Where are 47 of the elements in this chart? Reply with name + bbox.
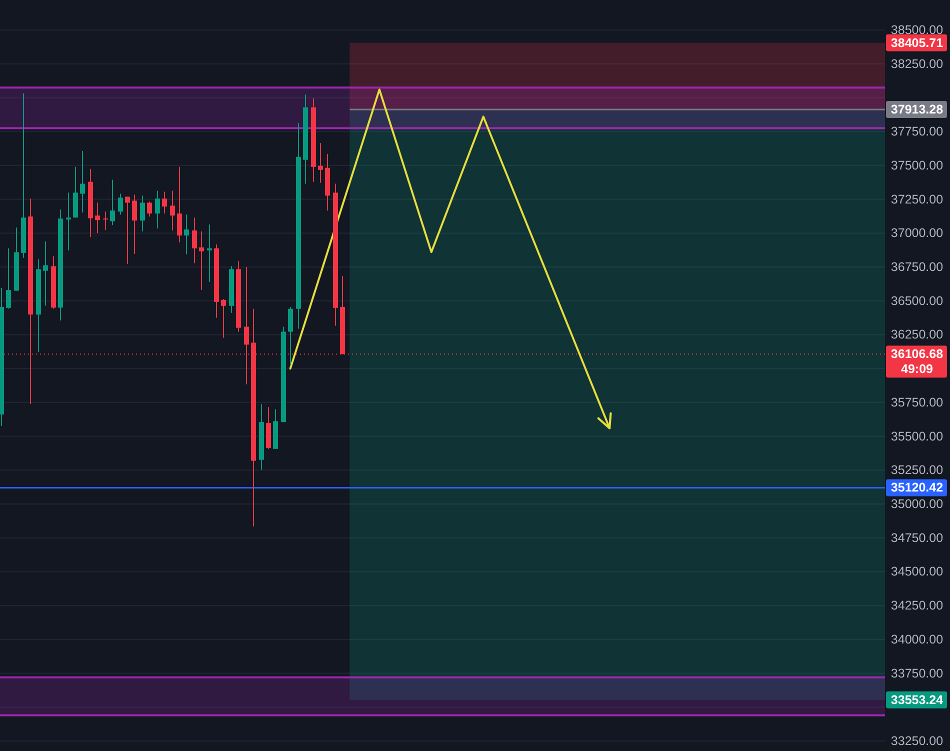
y-tick-label: 34000.00 [890,632,944,646]
candlestick [154,190,160,229]
y-tick-label: 36500.00 [890,294,944,308]
y-tick-label: 38250.00 [890,56,944,71]
y-tick-label: 35250.00 [890,463,944,478]
y-tick-label: 38500.00 [890,23,944,37]
candlestick [66,192,72,251]
candlestick [80,150,86,214]
y-tick-label: 36250.00 [890,328,944,342]
y-tick-label: 37500.00 [890,158,944,172]
candlestick [162,191,168,214]
candlestick [198,230,204,291]
candlestick [146,201,152,217]
y-tick-label: 36750.00 [890,260,944,274]
y-tick-label: 35000.00 [890,497,944,511]
ref-line-label: 35120.42 [890,480,944,495]
candlestick [110,179,116,226]
candlestick [118,193,124,216]
y-tick-label: 37750.00 [890,124,944,139]
candlestick [206,224,212,283]
candlestick [176,166,182,243]
candlestick [192,217,198,264]
band-label: 38405.71 [890,36,944,50]
candlestick [220,298,226,338]
candlestick [170,190,176,231]
y-tick-label: 37250.00 [890,192,944,206]
ref-line-label: 37913.28 [890,102,944,116]
candlestick [124,196,130,264]
candlestick [6,248,12,310]
y-tick-label: 35750.00 [890,395,944,410]
candlestick [184,214,190,255]
y-tick-label: 37000.00 [890,226,944,240]
y-tick-label: 35500.00 [890,429,944,444]
candlestick [102,211,108,231]
y-tick-label: 33250.00 [890,734,944,748]
band-label: 33553.24 [890,692,944,707]
ref-line-label: 36106.68 49:09 [890,347,944,376]
candlestick [94,202,100,234]
y-tick-label: 34250.00 [890,598,944,613]
y-tick-label: 34750.00 [890,530,944,545]
candlestick [42,240,48,306]
y-tick-label: 33750.00 [890,666,944,680]
candlestick [318,142,324,184]
y-tick-label: 34500.00 [890,564,944,579]
candlestick [140,195,146,232]
candlestick [132,194,138,254]
candlestick [288,306,294,366]
